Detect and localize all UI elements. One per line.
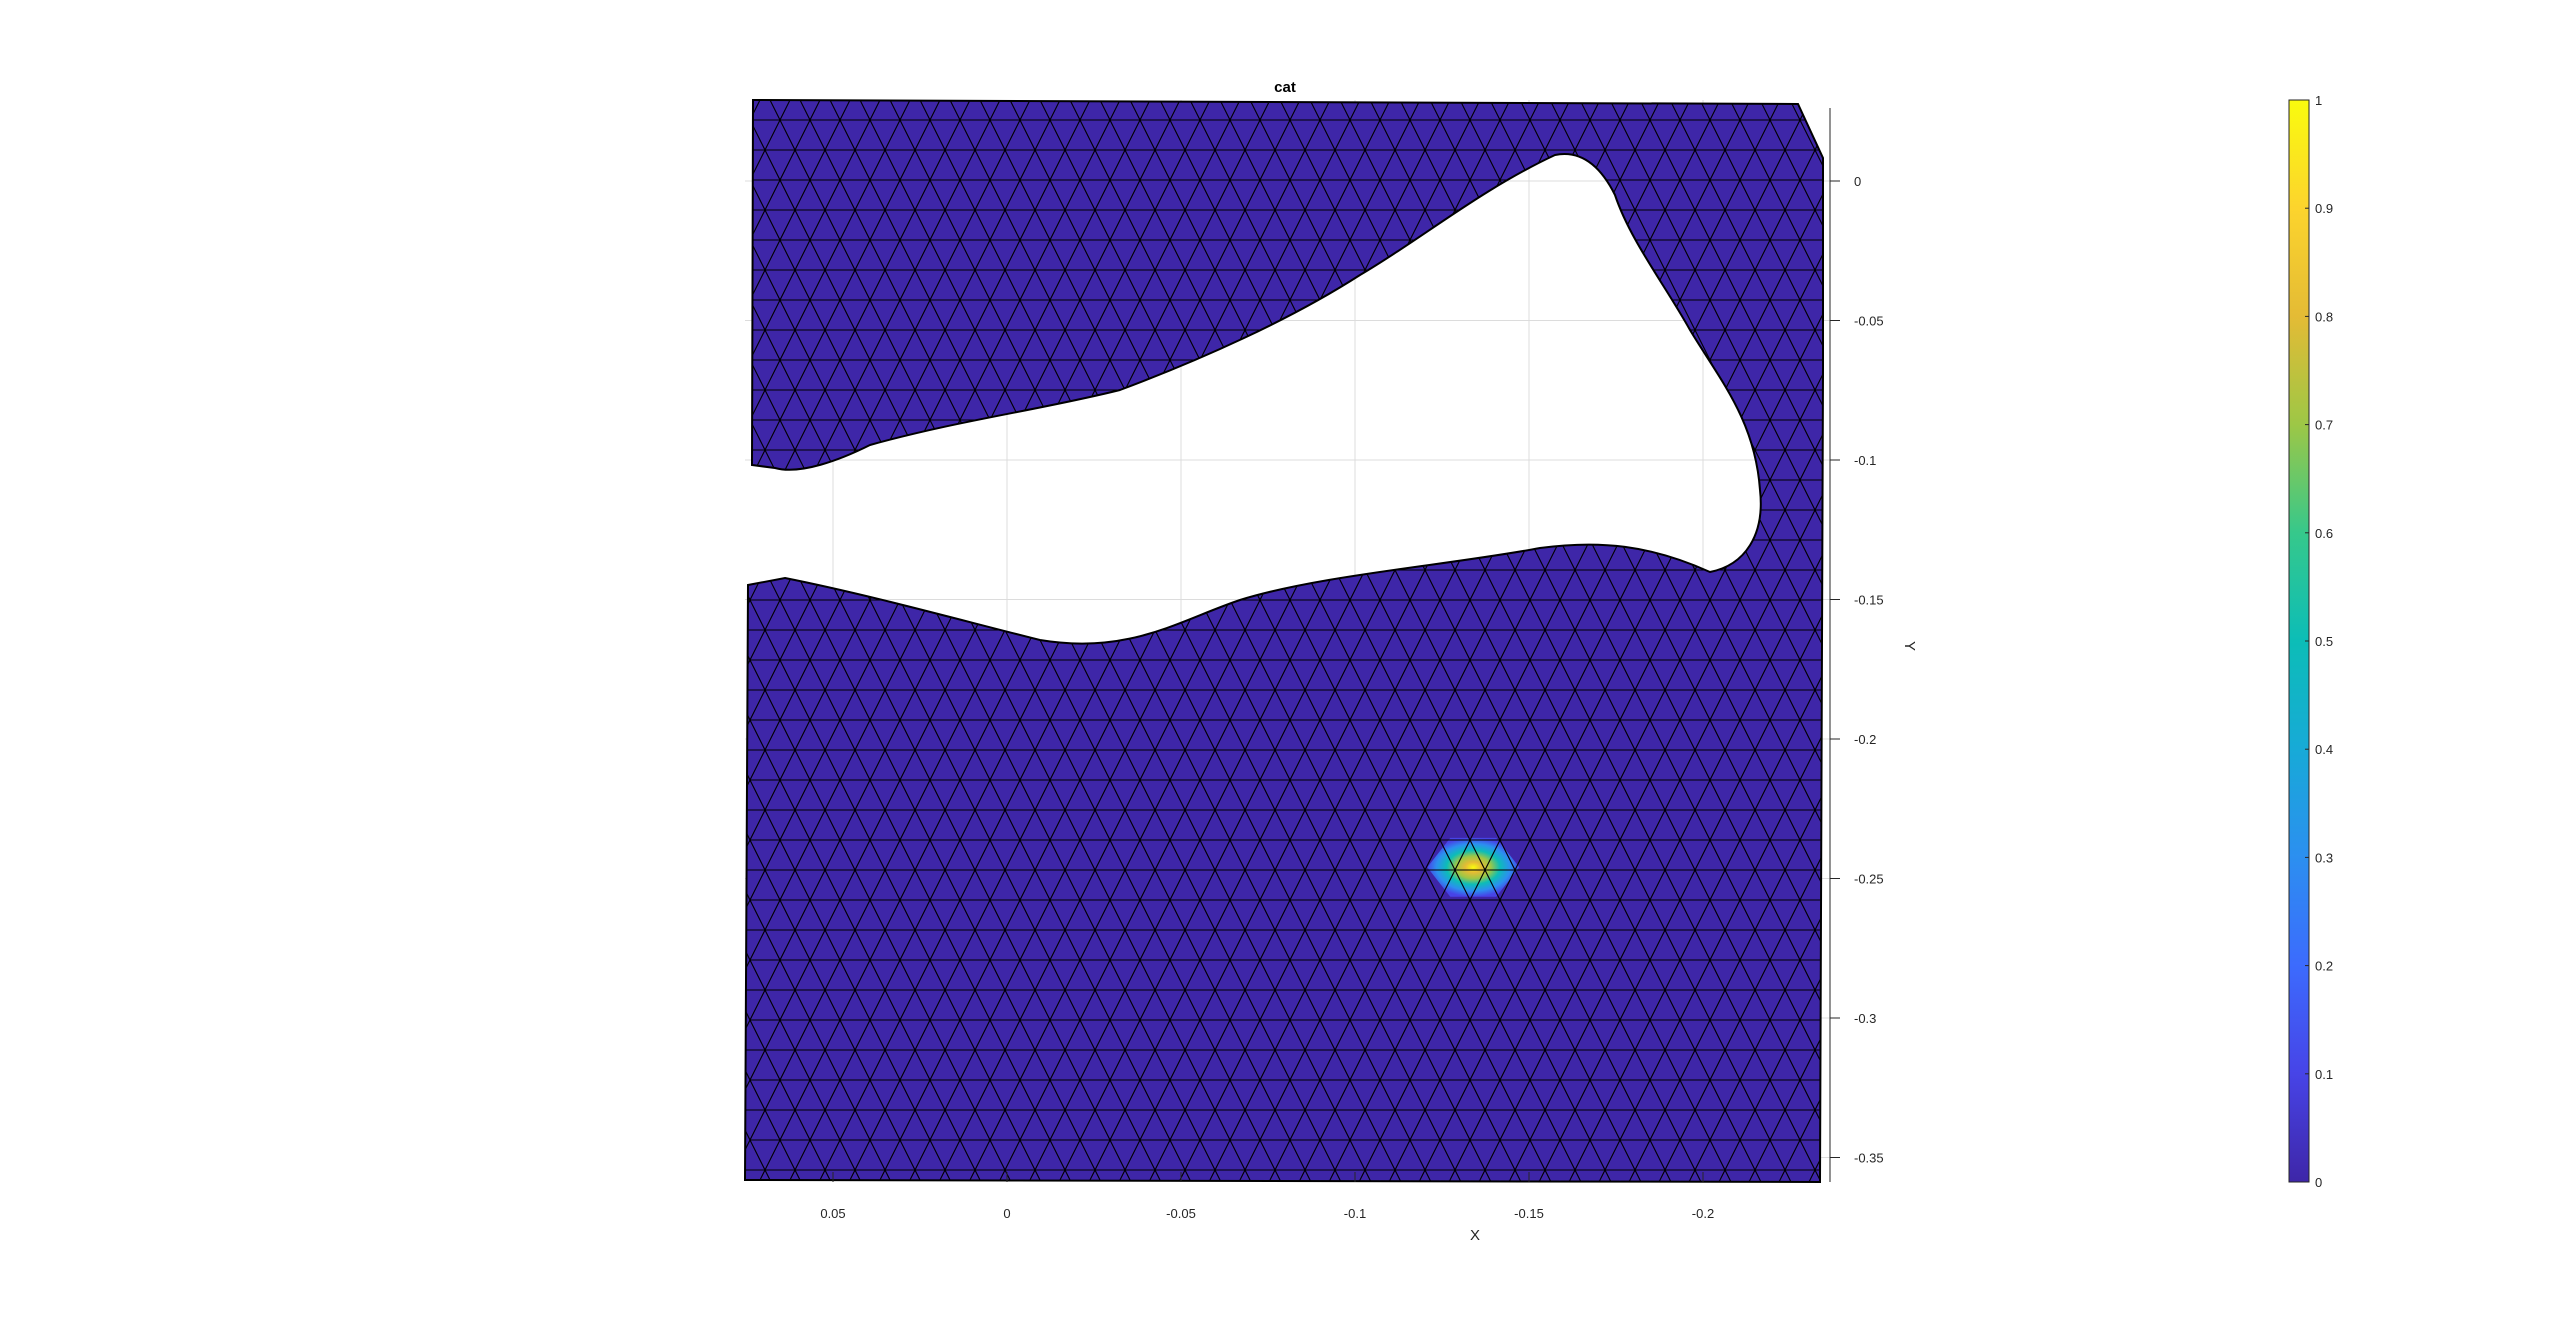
x-tick-label: -0.05 xyxy=(1166,1206,1196,1221)
chart-title: cat xyxy=(1274,79,1296,96)
y-tick-label: -0.25 xyxy=(1854,872,1884,887)
x-tick-label: -0.15 xyxy=(1514,1206,1544,1221)
mesh-boundary xyxy=(743,98,1824,1184)
colorbar-tick-label: 0.8 xyxy=(2315,309,2333,324)
colorbar-tick-label: 0.7 xyxy=(2315,418,2333,433)
colorbar-tick-label: 0.6 xyxy=(2315,526,2333,541)
y-tick-label: -0.3 xyxy=(1854,1011,1876,1026)
colorbar-tick-label: 1 xyxy=(2315,93,2322,108)
colorbar-tick-label: 0 xyxy=(2315,1175,2322,1190)
colorbar-tick-label: 0.3 xyxy=(2315,850,2333,865)
colorbar: 0 0.1 0.2 0.3 0.4 0.5 0.6 0.7 0.8 0.9 1 xyxy=(2288,93,2333,1190)
x-tick-label: 0 xyxy=(1003,1206,1010,1221)
hotspot-cell xyxy=(1427,837,1520,897)
colorbar-ticks: 0 0.1 0.2 0.3 0.4 0.5 0.6 0.7 0.8 0.9 1 xyxy=(2305,93,2333,1190)
y-tick-label: 0 xyxy=(1854,174,1861,189)
colorbar-tick-label: 0.1 xyxy=(2315,1067,2333,1082)
y-tick-label: -0.1 xyxy=(1854,453,1876,468)
colorbar-tick-label: 0.2 xyxy=(2315,959,2333,974)
colorbar-tick-label: 0.4 xyxy=(2315,742,2333,757)
x-tick-label: -0.2 xyxy=(1692,1206,1714,1221)
colorbar-tick-label: 0.9 xyxy=(2315,201,2333,216)
x-axis-label: X xyxy=(1470,1227,1480,1244)
x-tick-label: -0.1 xyxy=(1344,1206,1366,1221)
y-tick-label: -0.2 xyxy=(1854,732,1876,747)
axes: 0.05 0 -0.05 -0.1 -0.15 -0.2 0 -0.05 -0.1 -0.15 -0… xyxy=(820,108,1884,1221)
y-axis-label: Y xyxy=(1901,641,1918,651)
y-tick-label: -0.15 xyxy=(1854,593,1884,608)
x-tick-label: 0.05 xyxy=(820,1206,845,1221)
peak-hotspot xyxy=(1427,837,1520,897)
y-tick-label: -0.05 xyxy=(1854,314,1884,329)
colorbar-tick-label: 0.5 xyxy=(2315,634,2333,649)
y-tick-label: -0.35 xyxy=(1854,1151,1884,1166)
